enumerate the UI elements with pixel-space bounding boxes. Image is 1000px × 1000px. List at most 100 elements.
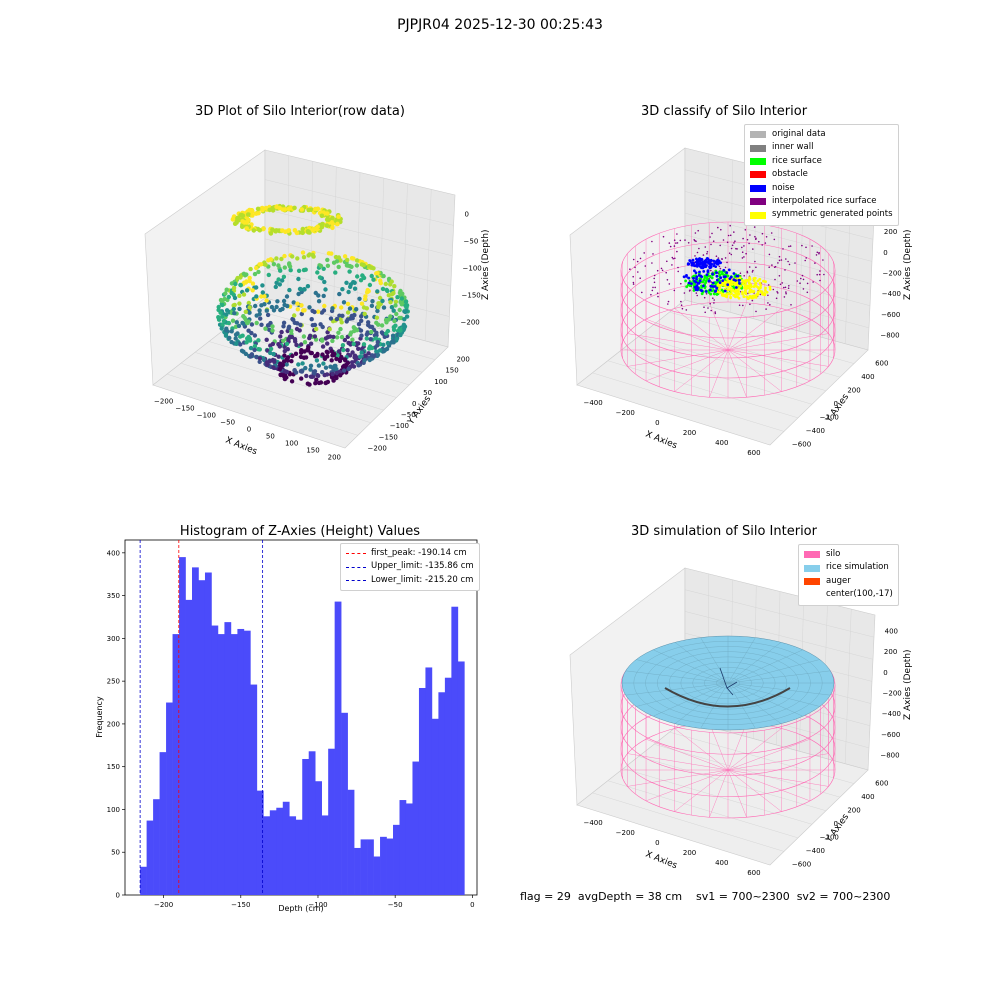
classify-point [702,270,706,273]
gridline [684,212,873,262]
classify-point [759,284,763,287]
raw-point [330,338,335,344]
classify-point [665,271,667,274]
sim-x-tick-label: 0 [655,839,659,847]
classify-point [718,291,721,294]
raw-point [398,288,403,294]
raw-point [313,354,318,359]
classify-point [680,304,683,306]
histogram-bar [256,790,264,895]
raw-z-tick-label: −100 [463,265,482,273]
cls-y-tick-label: 600 [875,360,888,368]
classify-point [668,283,671,285]
classify-point [632,258,635,261]
raw-point [355,274,360,279]
rice-depression-shadow [664,687,791,708]
classify-z-label: Z Axies (Depth) [903,229,913,300]
raw-point [278,361,283,366]
classify-point [723,289,727,293]
raw-point [321,308,327,313]
histogram-legend-item: Upper_limit: -135.86 cm [346,560,474,573]
raw-point [247,275,252,281]
classify-point [741,282,745,286]
legend-label: Upper_limit: -135.86 cm [371,561,474,572]
classify-point [720,288,724,292]
raw-point [351,256,356,261]
classify-point [717,257,720,259]
raw-point [399,296,405,301]
sim-z-tick-label: 200 [884,648,897,656]
classify-point [677,270,679,273]
raw-point [292,368,297,373]
gridline [654,324,841,378]
classify-point [742,304,744,307]
raw-point [240,213,246,218]
raw-point [318,322,323,327]
raw-point [302,340,308,345]
raw-point [249,352,255,357]
legend-label: original data [772,129,826,139]
raw-point [307,305,312,310]
raw-point [338,326,343,332]
silo-floor-spoke [727,302,747,351]
classify-point [774,265,777,268]
cls-x-tick-label: −200 [616,409,635,417]
histogram-x-ticks: −200 −150 −100 −50 0 [154,895,475,909]
classify-point [748,266,751,268]
raw-point [341,347,346,353]
classify-point [656,269,659,272]
gridline [333,166,337,317]
raw-z-tick-label: −50 [464,238,479,246]
classify-point [720,228,722,231]
classify-point [778,275,781,277]
raw-point [377,295,383,301]
legend-label: obstacle [772,169,808,180]
raw-point [276,277,281,282]
raw-point [375,343,380,348]
figure-title: PJPJR04 2025-12-30 00:25:43 [397,17,603,33]
classify-point [778,259,781,262]
sim-y-tick-label: −600 [792,860,811,868]
sim-z-tick-label: 400 [885,627,898,635]
raw-point [252,333,258,338]
raw-point [286,228,291,234]
classify-point [782,248,784,250]
raw-point [237,306,242,312]
raw-point [219,326,224,331]
classify-point [751,290,755,294]
raw-point [281,320,287,325]
classify-point [696,286,700,290]
silo-floor-spoke [727,738,811,771]
histogram-bar [269,810,277,895]
raw-x-tick-label: 0 [247,426,251,434]
rice-mesh-spoke [727,659,820,684]
raw-point [316,293,321,298]
raw-point [254,265,259,271]
classify-point [743,283,747,287]
raw-point [278,365,283,370]
raw-point [236,323,242,329]
cls-z-tick-label: −400 [882,290,901,298]
silo-floor-spoke [709,349,729,398]
raw-x-tick-label: 50 [266,433,275,441]
silo-floor-spoke [727,333,829,351]
classify-point [785,291,787,293]
classify-point [752,279,756,283]
raw-point [295,256,300,261]
classify-point [743,279,747,283]
raw-point [381,349,387,354]
raw-point [334,316,340,322]
sim-z-tick-label: −200 [883,690,902,698]
sim-y-tick-label: 400 [861,793,874,801]
raw-point [244,226,249,231]
classify-point [702,254,705,256]
classify-point [729,296,732,300]
histogram-bar [140,866,147,895]
raw-point [241,314,246,319]
classify-point [734,240,736,242]
classify-point [741,279,744,282]
legend-item: auger [804,575,893,588]
raw-point [218,297,224,303]
classify-point [722,268,726,272]
